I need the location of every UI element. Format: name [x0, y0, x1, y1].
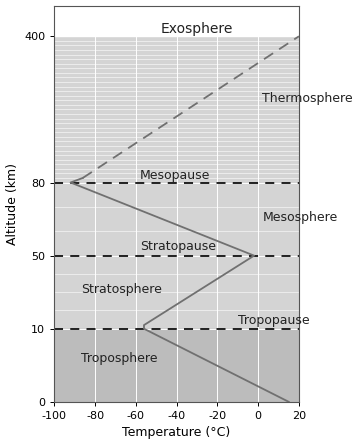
Bar: [54, 7, 299, 36]
Text: Thermosphere: Thermosphere: [262, 92, 353, 105]
Text: Stratopause: Stratopause: [140, 240, 216, 253]
X-axis label: Temperature (°C): Temperature (°C): [122, 426, 231, 440]
Y-axis label: Altitude (km): Altitude (km): [6, 163, 18, 245]
Text: Mesopause: Mesopause: [140, 169, 210, 182]
Text: Exosphere: Exosphere: [160, 22, 233, 36]
Text: Troposphere: Troposphere: [81, 352, 157, 365]
Text: Stratosphere: Stratosphere: [81, 283, 162, 296]
Text: Mesosphere: Mesosphere: [262, 211, 337, 224]
Bar: [54, 329, 299, 402]
Text: Tropopause: Tropopause: [238, 314, 309, 327]
